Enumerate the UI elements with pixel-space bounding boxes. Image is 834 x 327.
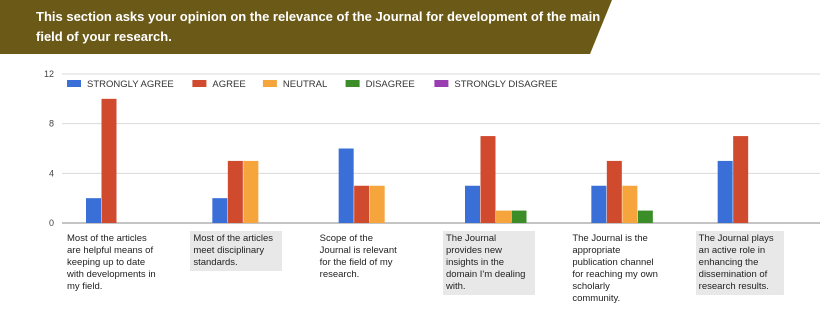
legend-swatch bbox=[67, 80, 81, 87]
legend-swatch bbox=[345, 80, 360, 87]
bar bbox=[622, 185, 638, 223]
legend-swatch bbox=[192, 80, 207, 87]
bar bbox=[637, 210, 653, 223]
legend-label: STRONGLY DISAGREE bbox=[454, 79, 557, 90]
legend-label: STRONGLY AGREE bbox=[87, 79, 174, 90]
y-tick-label: 8 bbox=[49, 119, 54, 129]
category-label: The Journal provides new insights in the… bbox=[443, 231, 535, 295]
legend-label: AGREE bbox=[212, 79, 245, 90]
category-label: Most of the articles meet disciplinary s… bbox=[190, 231, 283, 271]
section-description: This section asks your opinion on the re… bbox=[36, 9, 601, 44]
category-label: The Journal is the appropriate publicati… bbox=[572, 233, 658, 304]
legend-swatch bbox=[434, 80, 449, 87]
bar bbox=[511, 210, 527, 223]
category-label: The Journal plays an active role in enha… bbox=[695, 231, 784, 295]
bar bbox=[212, 198, 228, 223]
legend-swatch bbox=[262, 80, 277, 87]
y-tick-label: 12 bbox=[44, 69, 54, 79]
category-label: Scope of the Journal is relevant for the… bbox=[319, 233, 397, 280]
bar bbox=[733, 136, 749, 223]
bar bbox=[86, 198, 101, 223]
bar bbox=[227, 160, 243, 223]
bar bbox=[354, 185, 370, 223]
y-tick-label: 0 bbox=[49, 218, 54, 228]
legend-label: NEUTRAL bbox=[283, 79, 327, 90]
bar bbox=[480, 136, 496, 223]
bar bbox=[465, 185, 480, 223]
category-label: Most of the articles are helpful means o… bbox=[67, 233, 156, 292]
bar bbox=[338, 148, 354, 223]
y-tick-label: 4 bbox=[49, 168, 54, 178]
bar bbox=[591, 185, 607, 223]
bar bbox=[496, 210, 511, 223]
bar bbox=[243, 160, 259, 223]
bar bbox=[101, 98, 117, 223]
legend-label: DISAGREE bbox=[366, 79, 415, 90]
bar bbox=[606, 160, 622, 223]
section-banner: This section asks your opinion on the re… bbox=[0, 0, 834, 58]
banner-background bbox=[0, 0, 612, 54]
bar bbox=[717, 160, 733, 223]
bar bbox=[369, 185, 385, 223]
